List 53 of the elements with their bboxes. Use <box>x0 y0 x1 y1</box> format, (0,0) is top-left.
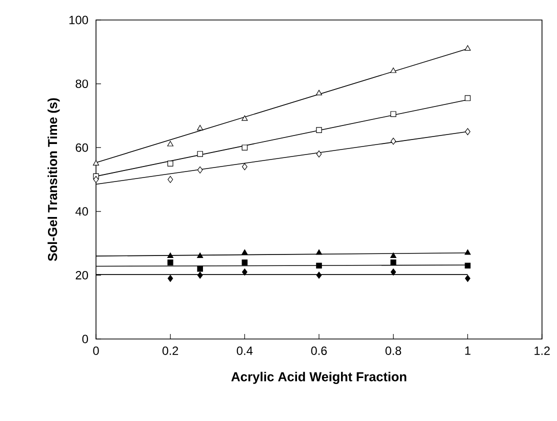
point <box>316 90 322 96</box>
point <box>390 260 396 266</box>
point <box>167 140 174 146</box>
point <box>197 124 204 130</box>
point <box>464 274 470 282</box>
point <box>197 151 203 157</box>
x-tick-label: 0 <box>93 346 99 355</box>
point <box>390 138 396 145</box>
y-tick-label: 40 <box>75 207 88 216</box>
x-tick-label: 0.4 <box>236 346 253 355</box>
point <box>197 252 204 258</box>
point <box>390 68 396 73</box>
point <box>167 252 174 258</box>
point <box>242 249 248 255</box>
point <box>197 266 203 272</box>
point <box>197 166 203 174</box>
point <box>167 260 174 266</box>
point <box>242 144 248 150</box>
point <box>242 260 248 266</box>
point <box>242 268 248 276</box>
point <box>197 272 203 279</box>
point <box>464 128 470 136</box>
point <box>242 115 248 121</box>
point <box>390 111 396 117</box>
point <box>168 274 174 282</box>
point <box>92 160 100 166</box>
y-tick-label: 80 <box>76 80 88 88</box>
y-axis-title: Sol-Gel Transition Time (s) <box>48 98 60 262</box>
point <box>316 127 322 133</box>
point <box>168 176 174 183</box>
y-tick-label: 20 <box>76 270 88 280</box>
point <box>93 176 99 183</box>
point <box>242 163 248 170</box>
y-tick-label: 60 <box>76 143 88 152</box>
point <box>464 249 471 255</box>
x-tick-label: 1 <box>465 346 470 355</box>
y-tick-label: 100 <box>69 16 88 24</box>
x-tick-label: 0.8 <box>385 346 402 355</box>
point <box>390 252 396 258</box>
point <box>316 249 322 255</box>
x-tick-label: 0.2 <box>162 346 178 355</box>
point <box>390 268 396 276</box>
point <box>464 45 471 51</box>
point <box>316 262 322 269</box>
point <box>316 150 322 158</box>
x-axis-title: Acrylic Acid Weight Fraction <box>231 372 406 384</box>
point <box>316 272 322 279</box>
point <box>464 95 471 102</box>
x-tick-label: 1.2 <box>534 346 550 355</box>
y-tick-label: 0 <box>82 334 88 344</box>
x-tick-label: 0.6 <box>311 346 327 355</box>
point <box>167 160 174 166</box>
point <box>464 262 471 269</box>
